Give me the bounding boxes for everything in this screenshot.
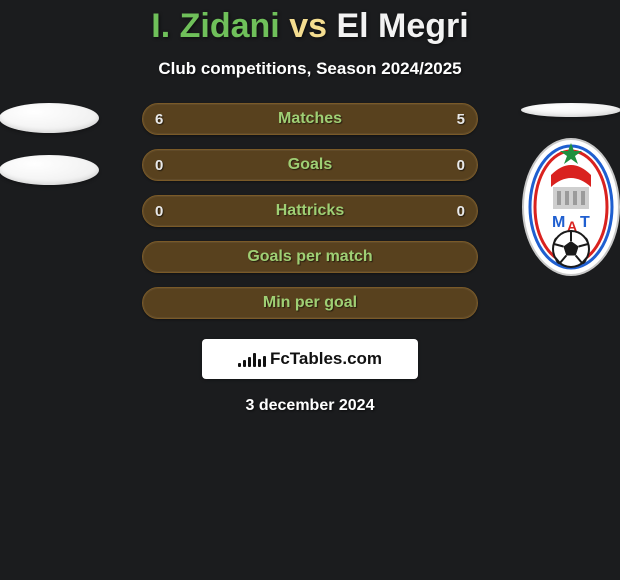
stat-label: Matches xyxy=(278,110,342,128)
player2-oval-1 xyxy=(521,103,620,117)
bars-icon xyxy=(238,351,266,367)
date-label: 3 december 2024 xyxy=(0,397,620,415)
content: I. Zidani vs El Megri Club competitions,… xyxy=(0,6,620,580)
vs-label: vs xyxy=(289,7,327,45)
stat-row: 6 Matches 5 xyxy=(142,103,478,135)
stat-value-left: 0 xyxy=(155,203,163,220)
club-badge-icon: M A T xyxy=(521,137,620,277)
stat-row: 0 Goals 0 xyxy=(142,149,478,181)
player2-name: El Megri xyxy=(336,7,468,45)
player2-club-badge: M A T xyxy=(521,137,620,277)
comparison-card: I. Zidani vs El Megri Club competitions,… xyxy=(0,0,620,580)
player1-oval-1 xyxy=(0,103,99,133)
stat-label: Goals per match xyxy=(247,248,372,266)
player1-avatar xyxy=(0,97,104,277)
stat-label: Hattricks xyxy=(276,202,344,220)
stat-label: Goals xyxy=(288,156,332,174)
player1-name: I. Zidani xyxy=(151,7,279,45)
stat-label: Min per goal xyxy=(263,294,357,312)
player2-avatar: M A T xyxy=(516,97,620,277)
page-title: I. Zidani vs El Megri xyxy=(151,8,468,45)
stat-value-right: 0 xyxy=(457,203,465,220)
player1-oval-2 xyxy=(0,155,99,185)
stat-row: Min per goal xyxy=(142,287,478,319)
brand-badge: FcTables.com xyxy=(202,339,418,379)
brand-text: FcTables.com xyxy=(270,349,382,369)
stat-value-right: 5 xyxy=(457,111,465,128)
svg-text:M: M xyxy=(552,214,565,231)
stat-value-left: 6 xyxy=(155,111,163,128)
stat-row: Goals per match xyxy=(142,241,478,273)
stat-row: 0 Hattricks 0 xyxy=(142,195,478,227)
stat-rows: 6 Matches 5 0 Goals 0 0 Hattricks 0 Goals per mat… xyxy=(142,103,478,319)
stat-value-left: 0 xyxy=(155,157,163,174)
stat-value-right: 0 xyxy=(457,157,465,174)
middle-section: M A T xyxy=(0,103,620,415)
subtitle: Club competitions, Season 2024/2025 xyxy=(158,59,461,79)
svg-text:T: T xyxy=(580,214,590,231)
